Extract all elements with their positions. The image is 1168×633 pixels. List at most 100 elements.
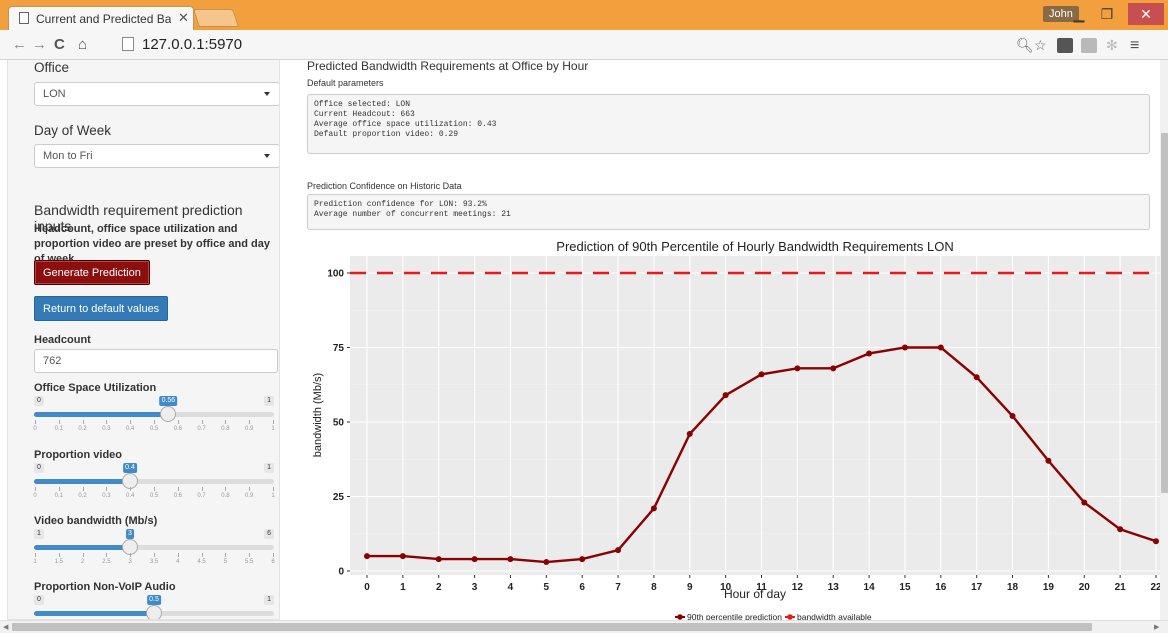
reload-icon[interactable]: C <box>54 36 65 53</box>
user-profile-badge[interactable]: John <box>1043 6 1079 22</box>
prediction-point <box>650 505 657 512</box>
document-icon <box>19 12 29 24</box>
slider-tick <box>273 487 274 491</box>
slider-tick <box>106 487 108 491</box>
slider-max-label: 1 <box>264 396 274 406</box>
confidence-section-title: Prediction Confidence on Historic Data <box>307 181 462 191</box>
slider-label: Office Space Utilization <box>34 382 157 394</box>
slider-tick <box>154 553 155 557</box>
slider-max-label: 1 <box>264 595 274 605</box>
horizontal-scroll-thumb[interactable] <box>12 623 1092 631</box>
x-tick-label: 8 <box>651 582 657 593</box>
zoom-icon[interactable]: 🔍︎ <box>1016 37 1034 53</box>
address-bar[interactable]: 127.0.0.1:5970 <box>114 33 1010 56</box>
scroll-right-icon[interactable]: ▶ <box>1154 624 1160 631</box>
slider-min-label: 1 <box>34 529 44 539</box>
slider-tick-label: 0.7 <box>197 426 206 432</box>
home-icon[interactable]: ⌂ <box>78 36 88 53</box>
browser-tab[interactable]: Current and Predicted Bar ✕ <box>8 6 194 30</box>
slider-tick <box>201 420 203 424</box>
page-title: Predicted Bandwidth Requirements at Offi… <box>307 59 589 73</box>
tab-title: Current and Predicted Bar <box>36 12 171 26</box>
legend-label: 90th percentile prediction <box>687 612 782 622</box>
slider-tick-label: 0.3 <box>102 493 111 499</box>
prediction-point <box>830 365 837 372</box>
slider-tick <box>177 553 179 557</box>
url-text[interactable]: 127.0.0.1:5970 <box>142 36 243 53</box>
slider-tick <box>130 487 132 491</box>
g-extension-icon[interactable] <box>1081 38 1097 53</box>
slider[interactable]: 1 6 3 1 1.5 2 2.5 3 3.5 4 4.5 5 5.5 6 <box>33 529 275 569</box>
bookmark-star-icon[interactable]: ☆ <box>1034 37 1047 53</box>
x-tick-label: 13 <box>828 582 840 593</box>
slider-tick <box>106 420 108 424</box>
scroll-left-icon[interactable]: ◀ <box>3 624 9 631</box>
defaults-line: Office selected: LON <box>314 100 411 109</box>
forward-arrow-icon[interactable]: → <box>32 36 47 53</box>
x-tick-label: 9 <box>687 582 693 593</box>
maximize-icon[interactable]: ❐ <box>1100 6 1114 22</box>
prediction-point <box>937 344 944 351</box>
day-of-week-select[interactable]: Mon to Fri <box>34 144 279 168</box>
close-window-icon[interactable]: ✕ <box>1128 3 1164 25</box>
office-select[interactable]: LON <box>34 82 279 106</box>
x-tick-label: 4 <box>508 582 514 593</box>
prediction-point <box>901 344 908 351</box>
headcount-label: Headcount <box>34 334 91 346</box>
x-tick-label: 10 <box>720 582 732 593</box>
slider-value-label: 0.56 <box>159 396 178 406</box>
slider[interactable]: 0 1 0.5 <box>34 595 274 619</box>
office-label: Office <box>34 60 70 75</box>
prediction-point <box>543 559 550 566</box>
vertical-scroll-thumb[interactable] <box>1161 133 1168 493</box>
slider-fill <box>34 611 154 616</box>
slider-tick <box>82 553 84 557</box>
slider-max-label: 6 <box>264 529 274 539</box>
slider-tick <box>82 420 84 424</box>
y-axis-title: bandwidth (Mb/s) <box>312 373 324 457</box>
generate-prediction-button[interactable]: Generate Prediction <box>34 260 150 285</box>
slider-tick <box>35 420 36 424</box>
slider-max-label: 1 <box>264 463 274 473</box>
slider-tick <box>58 420 60 424</box>
slider-value-label: 3 <box>126 529 134 539</box>
back-arrow-icon[interactable]: ← <box>12 36 27 53</box>
y-tick-label: 0 <box>338 567 344 578</box>
extension-icon[interactable] <box>1057 38 1073 53</box>
slider-handle[interactable] <box>122 539 138 555</box>
x-tick-label: 5 <box>544 582 550 593</box>
snowflake-extension-icon[interactable]: ✻ <box>1106 37 1118 53</box>
headcount-input[interactable]: 762 <box>34 349 278 373</box>
confidence-output: Prediction confidence for LON: 93.2% Ave… <box>307 194 1150 230</box>
legend-key-point <box>787 614 793 620</box>
slider-tick <box>201 553 203 557</box>
slider-handle[interactable] <box>146 605 162 619</box>
slider-track[interactable] <box>34 545 274 550</box>
x-tick-label: 6 <box>579 582 585 593</box>
slider-tick-label: 4 <box>176 559 180 565</box>
sidebar-panel: Office LON Day of Week Mon to Fri Bandwi… <box>7 60 280 620</box>
menu-icon[interactable]: ≡ <box>1130 37 1140 54</box>
new-tab-button[interactable] <box>193 9 239 27</box>
prediction-point <box>471 556 478 563</box>
slider-tick-label: 0.4 <box>126 426 135 432</box>
close-tab-icon[interactable]: ✕ <box>178 10 189 25</box>
slider-tick-label: 0.2 <box>78 493 87 499</box>
confidence-line: Average number of concurrent meetings: 2… <box>314 210 511 219</box>
minimize-icon[interactable]: ▁ <box>1073 6 1085 22</box>
slider-tick-label: 0.1 <box>54 426 63 432</box>
slider[interactable]: 0 1 0.56 0 0.1 0.2 0.3 0.4 0.5 0.6 0.7 0.8 0.9 1 <box>33 396 275 436</box>
slider-track[interactable] <box>34 479 274 484</box>
slider-min-label: 0 <box>34 463 44 473</box>
slider-handle[interactable] <box>160 406 177 422</box>
slider[interactable]: 0 1 0.4 0 0.1 0.2 0.3 0.4 0.5 0.6 0.7 0.8 0.9 1 <box>33 463 275 503</box>
legend-key-point <box>677 614 683 620</box>
slider-tick <box>35 487 36 491</box>
slider-tick-label: 3.5 <box>149 559 159 565</box>
return-to-defaults-button[interactable]: Return to default values <box>34 296 169 321</box>
slider-handle[interactable] <box>122 473 138 489</box>
prediction-point <box>686 430 693 437</box>
slider-tick-label: 0.2 <box>78 426 87 432</box>
slider-label: Proportion Non-VoIP Audio <box>34 581 176 593</box>
browser-toolbar: ← → C ⌂ 127.0.0.1:5970 🔍︎ ☆ ✻ ≡ <box>0 30 1168 60</box>
